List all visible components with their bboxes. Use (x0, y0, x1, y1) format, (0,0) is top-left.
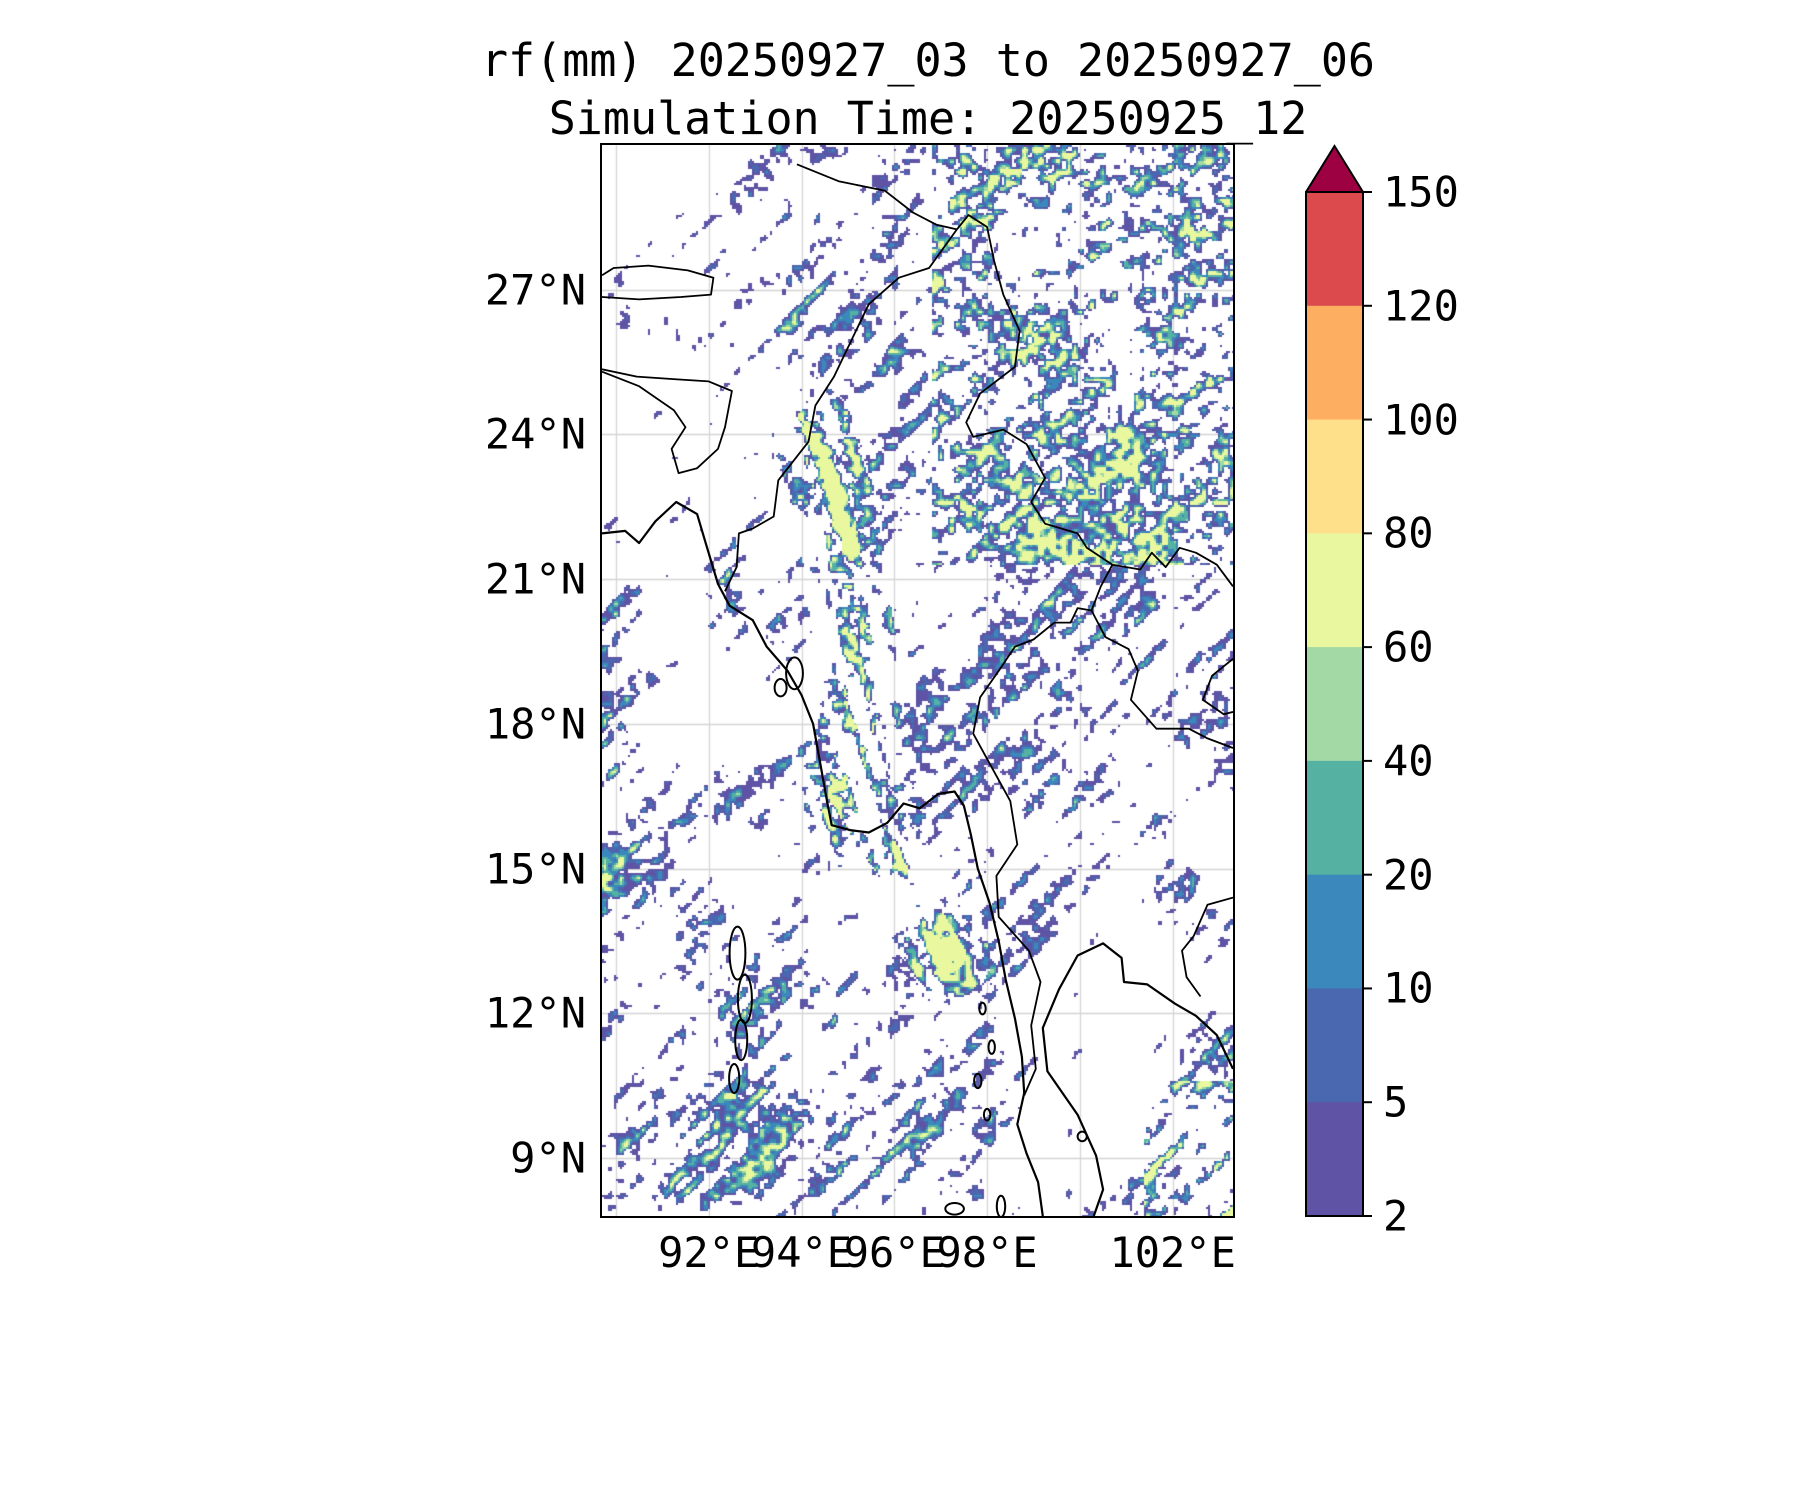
colorbar-tick-label: 2 (1383, 1191, 1409, 1241)
coastline (1041, 942, 1233, 1216)
colorbar-tick-label: 120 (1383, 281, 1459, 331)
island-outline (973, 1072, 983, 1090)
colorbar-segment (1307, 305, 1362, 421)
coastline-border-overlay (602, 163, 1233, 1216)
map-frame (600, 143, 1235, 1218)
island-outline (944, 1202, 965, 1216)
country-border (1201, 658, 1233, 716)
country-border (602, 368, 733, 474)
colorbar-extend-arrow (1305, 144, 1365, 193)
y-tick-label: 9°N (510, 1133, 586, 1183)
island-outline (728, 1063, 741, 1094)
colorbar-segment (1307, 192, 1362, 307)
country-border (724, 228, 958, 592)
country-border (1090, 610, 1233, 749)
island-outline (773, 678, 788, 698)
coastline (602, 500, 1044, 1216)
colorbar-segment (1307, 988, 1362, 1103)
country-border (1181, 935, 1202, 998)
island-outline (736, 973, 753, 1025)
y-tick-label: 24°N (484, 409, 586, 459)
island-outline (1076, 1130, 1088, 1143)
colorbar-tick-label: 150 (1383, 167, 1459, 217)
island-outline (978, 1001, 987, 1016)
colorbar-tick-label: 100 (1383, 395, 1459, 445)
colorbar-tick-label: 10 (1383, 963, 1434, 1013)
colorbar-tick-label: 5 (1383, 1077, 1409, 1127)
colorbar-segment (1307, 647, 1362, 762)
x-tick-label: 92°E (658, 1228, 760, 1277)
colorbar-segment (1307, 419, 1362, 534)
y-tick-label: 18°N (484, 699, 586, 749)
colorbar-tick-label: 60 (1383, 622, 1434, 672)
country-border (956, 214, 1113, 566)
island-outline (734, 1018, 749, 1062)
x-tick-label: 96°E (843, 1228, 945, 1277)
country-border (602, 264, 715, 301)
colorbar-segment (1307, 760, 1362, 876)
colorbar-tick-label: 40 (1383, 736, 1434, 786)
x-tick-label: 102°E (1109, 1228, 1236, 1277)
y-tick-label: 15°N (484, 844, 586, 894)
x-tick-label: 94°E (750, 1228, 853, 1277)
y-tick-label: 27°N (484, 265, 586, 315)
chart-title: rf(mm) 20250927_03 to 20250927_06 (480, 34, 1376, 87)
colorbar-segment (1307, 1102, 1362, 1217)
island-outline (728, 925, 747, 981)
chart-subtitle: Simulation Time: 20250925_12 (548, 92, 1308, 145)
colorbar-tick-label: 20 (1383, 850, 1434, 900)
island-outline (995, 1194, 1007, 1216)
colorbar (1305, 144, 1372, 1217)
rainfall-field-canvas (602, 145, 1233, 1216)
country-border (972, 564, 1114, 1096)
country-border (796, 163, 958, 231)
colorbar-tick-label: 80 (1383, 508, 1434, 558)
country-border (1112, 546, 1233, 587)
island-outline (785, 656, 804, 691)
country-border (1192, 896, 1233, 937)
y-tick-label: 21°N (484, 554, 586, 604)
x-tick-label: 98°E (936, 1228, 1038, 1277)
y-tick-label: 12°N (484, 988, 586, 1038)
colorbar-segment (1307, 533, 1362, 648)
colorbar-segment (1307, 874, 1362, 990)
island-outline (987, 1039, 996, 1055)
colorbar-outline (1305, 191, 1364, 1217)
island-outline (982, 1107, 992, 1122)
